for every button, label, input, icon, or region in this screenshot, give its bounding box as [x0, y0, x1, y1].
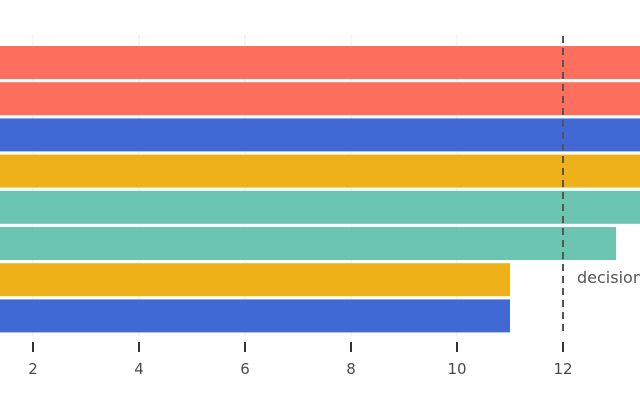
bar	[0, 46, 640, 79]
reference-line-group: decision	[562, 36, 640, 336]
x-tick-label: 2	[28, 360, 38, 378]
bar	[0, 154, 640, 188]
bar	[0, 190, 640, 224]
bar	[0, 118, 640, 152]
x-tick-label: 8	[346, 360, 356, 378]
x-axis: 2 4 6 8 10 12	[28, 342, 573, 378]
x-tick-label: 12	[553, 360, 572, 378]
bar	[0, 227, 616, 260]
bar	[0, 263, 510, 297]
x-tick-label: 4	[134, 360, 144, 378]
bar	[0, 82, 640, 116]
bar	[0, 299, 510, 333]
x-tick-label: 6	[240, 360, 250, 378]
reference-line-label: decision	[577, 268, 640, 287]
bars	[0, 46, 640, 333]
x-tick-label: 10	[447, 360, 466, 378]
